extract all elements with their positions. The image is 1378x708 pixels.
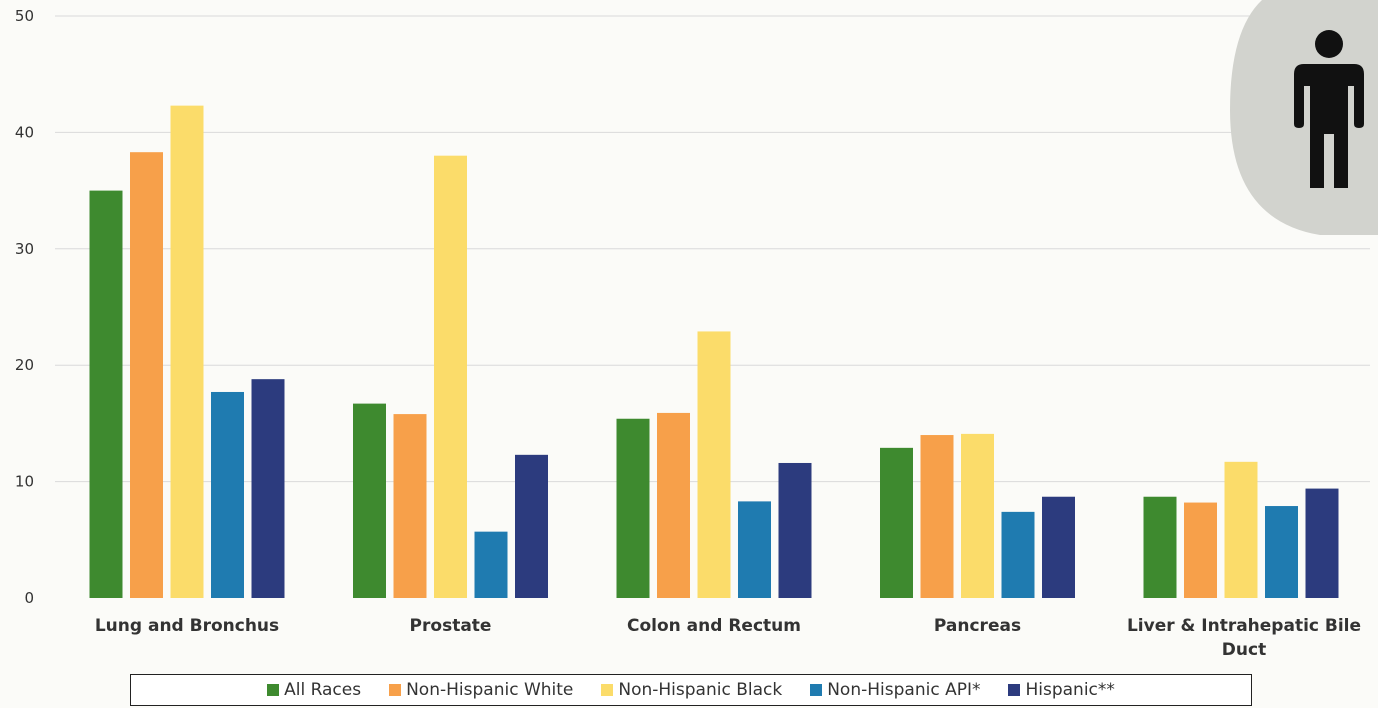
bar xyxy=(1224,461,1258,598)
bar xyxy=(697,331,731,598)
bar xyxy=(251,379,285,598)
y-tick-label: 30 xyxy=(15,240,34,258)
bar xyxy=(211,391,244,598)
bars xyxy=(89,105,1339,599)
x-tick-label: Prostate xyxy=(410,616,492,636)
bar xyxy=(616,418,650,598)
bar xyxy=(1143,496,1177,598)
chart: 0 10 20 30 40 50 Lung and Bronchus Prostate Col… xyxy=(15,0,1378,660)
legend-swatch xyxy=(389,684,402,696)
legend-label: Non-Hispanic API* xyxy=(827,680,981,700)
x-tick-label: Colon and Rectum xyxy=(627,616,801,636)
bar xyxy=(1265,506,1298,598)
legend-item: Non-Hispanic White xyxy=(389,680,573,700)
legend-swatch xyxy=(267,684,280,696)
legend-item: Non-Hispanic API* xyxy=(810,680,980,700)
x-tick-label: Lung and Bronchus xyxy=(95,616,279,636)
bar xyxy=(474,531,508,598)
x-tick-label: Duct xyxy=(1222,640,1266,660)
bar xyxy=(880,447,913,598)
bar xyxy=(353,403,386,598)
legend: All Races Non-Hispanic White Non-Hispanic … xyxy=(130,674,1252,706)
bar xyxy=(89,190,123,598)
legend-item: Non-Hispanic Black xyxy=(601,680,782,700)
bar xyxy=(1001,511,1035,598)
y-tick-label: 40 xyxy=(15,123,34,141)
legend-label: Hispanic** xyxy=(1025,680,1115,700)
bar xyxy=(657,412,690,598)
bar xyxy=(1042,496,1075,598)
legend-item: Hispanic** xyxy=(1008,680,1115,700)
bar xyxy=(393,414,427,598)
y-tick-label: 20 xyxy=(15,356,34,374)
bar xyxy=(515,454,548,598)
bar xyxy=(130,152,163,599)
legend-label: Non-Hispanic Black xyxy=(618,680,783,700)
x-tick-label: Pancreas xyxy=(934,616,1021,636)
bar xyxy=(778,462,812,598)
bar xyxy=(434,155,467,598)
bar xyxy=(738,501,771,598)
x-tick-label: Liver & Intrahepatic Bile xyxy=(1127,616,1361,636)
y-axis: 0 10 20 30 40 50 xyxy=(15,7,34,607)
bar xyxy=(170,105,204,599)
y-tick-label: 0 xyxy=(24,589,34,607)
male-person-icon xyxy=(1230,0,1378,235)
y-tick-label: 50 xyxy=(15,7,34,25)
bar xyxy=(920,435,954,598)
bar xyxy=(1305,488,1339,598)
bar xyxy=(1184,502,1217,598)
person-body xyxy=(1294,64,1364,188)
gridlines xyxy=(55,15,1370,483)
legend-label: All Races xyxy=(284,680,362,700)
legend-swatch xyxy=(810,684,823,696)
x-axis: Lung and Bronchus Prostate Colon and Rectu… xyxy=(95,616,1361,660)
bar xyxy=(961,433,994,598)
legend-swatch xyxy=(601,684,614,696)
legend-item: All Races xyxy=(267,680,361,700)
legend-swatch xyxy=(1008,684,1021,696)
y-tick-label: 10 xyxy=(15,473,34,491)
legend-label: Non-Hispanic White xyxy=(406,680,574,700)
person-head xyxy=(1315,30,1343,58)
